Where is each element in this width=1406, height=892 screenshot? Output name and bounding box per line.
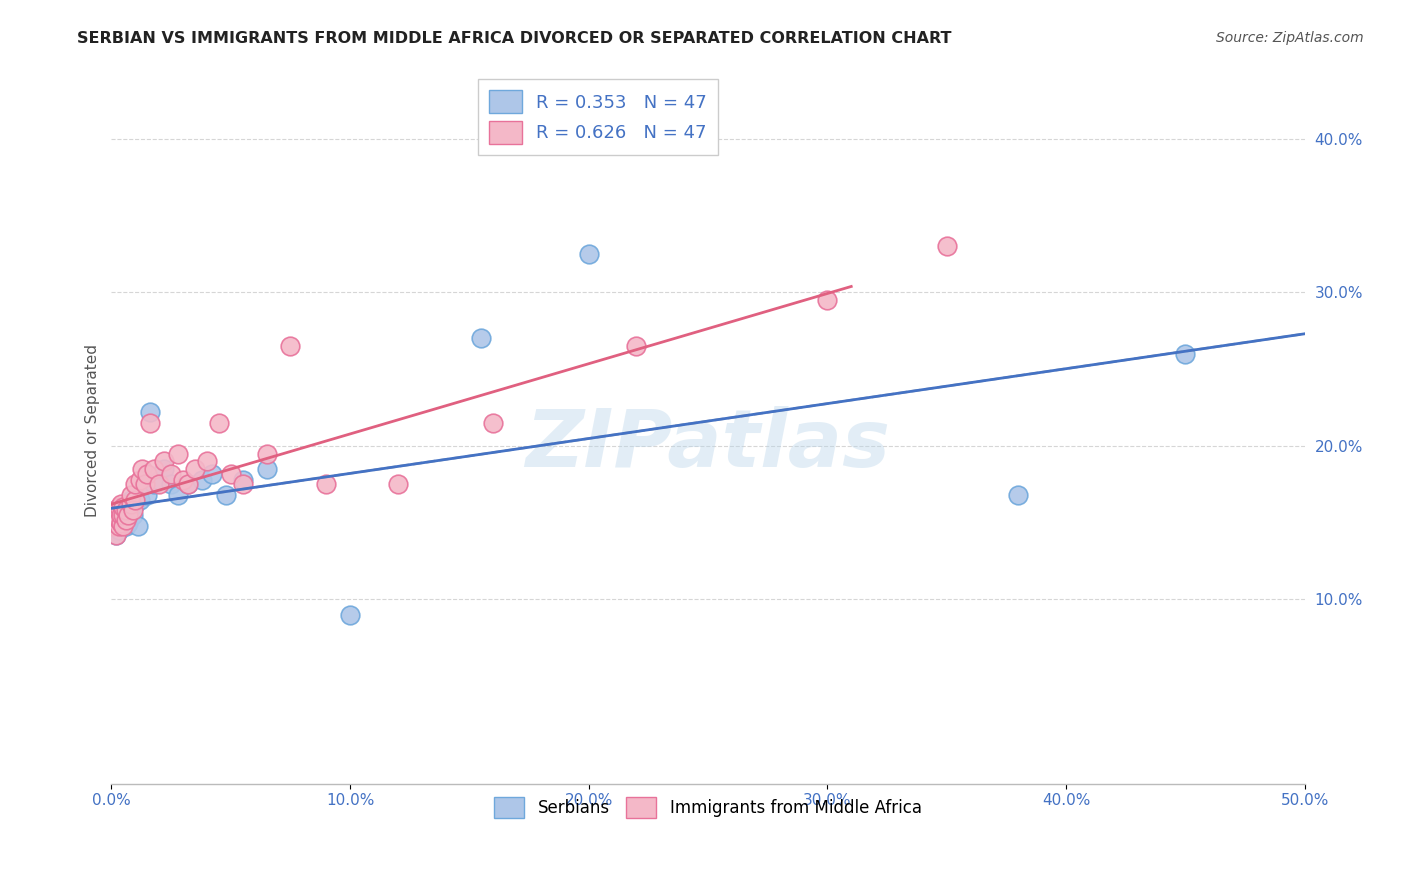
Point — [122, 508, 145, 522]
Point — [1007, 488, 1029, 502]
Point — [105, 518, 128, 533]
Point — [107, 503, 129, 517]
Point — [177, 477, 200, 491]
Point — [105, 516, 128, 530]
Point — [105, 513, 128, 527]
Point — [105, 528, 128, 542]
Point — [107, 518, 129, 533]
Point — [105, 508, 128, 522]
Point — [107, 513, 129, 527]
Text: SERBIAN VS IMMIGRANTS FROM MIDDLE AFRICA DIVORCED OR SEPARATED CORRELATION CHART: SERBIAN VS IMMIGRANTS FROM MIDDLE AFRICA… — [77, 31, 952, 46]
Point — [112, 518, 135, 533]
Point — [103, 518, 125, 533]
Point — [114, 508, 136, 522]
Point — [215, 488, 238, 502]
Point — [136, 488, 159, 502]
Point — [387, 477, 409, 491]
Point — [107, 513, 129, 527]
Point — [124, 492, 146, 507]
Point — [107, 518, 129, 533]
Legend: Serbians, Immigrants from Middle Africa: Serbians, Immigrants from Middle Africa — [488, 790, 928, 825]
Point — [138, 405, 160, 419]
Point — [114, 503, 136, 517]
Point — [107, 524, 129, 538]
Point — [103, 524, 125, 538]
Point — [219, 467, 242, 481]
Point — [148, 477, 170, 491]
Point — [110, 508, 132, 522]
Point — [167, 447, 190, 461]
Point — [184, 462, 207, 476]
Point — [131, 462, 153, 476]
Point — [153, 462, 176, 476]
Point — [280, 339, 302, 353]
Point — [112, 508, 135, 522]
Point — [117, 497, 139, 511]
Point — [339, 607, 361, 622]
Point — [143, 462, 166, 476]
Point — [103, 518, 125, 533]
Point — [134, 477, 156, 491]
Point — [256, 447, 278, 461]
Point — [201, 467, 224, 481]
Point — [195, 454, 218, 468]
Point — [167, 488, 190, 502]
Point — [120, 492, 142, 507]
Point — [191, 473, 214, 487]
Point — [124, 477, 146, 491]
Point — [129, 473, 152, 487]
Point — [105, 528, 128, 542]
Point — [315, 477, 337, 491]
Point — [114, 518, 136, 533]
Point — [127, 518, 149, 533]
Y-axis label: Divorced or Separated: Divorced or Separated — [86, 344, 100, 517]
Point — [120, 497, 142, 511]
Point — [112, 508, 135, 522]
Point — [110, 516, 132, 530]
Point — [110, 497, 132, 511]
Point — [160, 467, 183, 481]
Point — [626, 339, 648, 353]
Point — [232, 477, 254, 491]
Point — [1174, 347, 1197, 361]
Point — [110, 508, 132, 522]
Point — [103, 516, 125, 530]
Point — [172, 473, 194, 487]
Point — [124, 497, 146, 511]
Point — [143, 477, 166, 491]
Point — [110, 500, 132, 515]
Point — [110, 518, 132, 533]
Point — [153, 454, 176, 468]
Point — [122, 503, 145, 517]
Point — [138, 416, 160, 430]
Point — [114, 513, 136, 527]
Point — [578, 247, 600, 261]
Point — [148, 473, 170, 487]
Point — [177, 477, 200, 491]
Point — [482, 416, 505, 430]
Point — [136, 467, 159, 481]
Point — [117, 508, 139, 522]
Point — [117, 516, 139, 530]
Point — [103, 508, 125, 522]
Point — [815, 293, 838, 307]
Point — [256, 462, 278, 476]
Point — [120, 503, 142, 517]
Point — [107, 500, 129, 515]
Point — [470, 331, 492, 345]
Point — [120, 488, 142, 502]
Point — [110, 513, 132, 527]
Point — [112, 500, 135, 515]
Point — [134, 477, 156, 491]
Point — [112, 503, 135, 517]
Point — [105, 503, 128, 517]
Point — [129, 492, 152, 507]
Text: ZIPatlas: ZIPatlas — [526, 406, 890, 483]
Point — [208, 416, 231, 430]
Point — [232, 473, 254, 487]
Point — [112, 516, 135, 530]
Text: Source: ZipAtlas.com: Source: ZipAtlas.com — [1216, 31, 1364, 45]
Point — [935, 239, 957, 253]
Point — [160, 477, 183, 491]
